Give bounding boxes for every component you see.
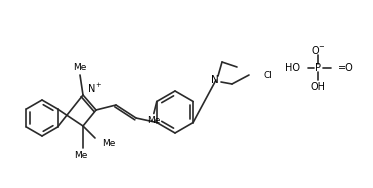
Text: Me: Me [74, 151, 88, 159]
Text: OH: OH [310, 82, 326, 92]
Text: O$^{-}$: O$^{-}$ [311, 44, 325, 56]
Text: N$^+$: N$^+$ [87, 81, 103, 95]
Text: N: N [211, 75, 219, 85]
Text: Cl: Cl [264, 70, 273, 80]
Text: HO: HO [285, 63, 300, 73]
Text: P: P [315, 63, 321, 73]
Text: Me: Me [147, 116, 160, 125]
Text: =O: =O [338, 63, 354, 73]
Text: Me: Me [102, 139, 115, 149]
Text: Me: Me [73, 64, 87, 73]
